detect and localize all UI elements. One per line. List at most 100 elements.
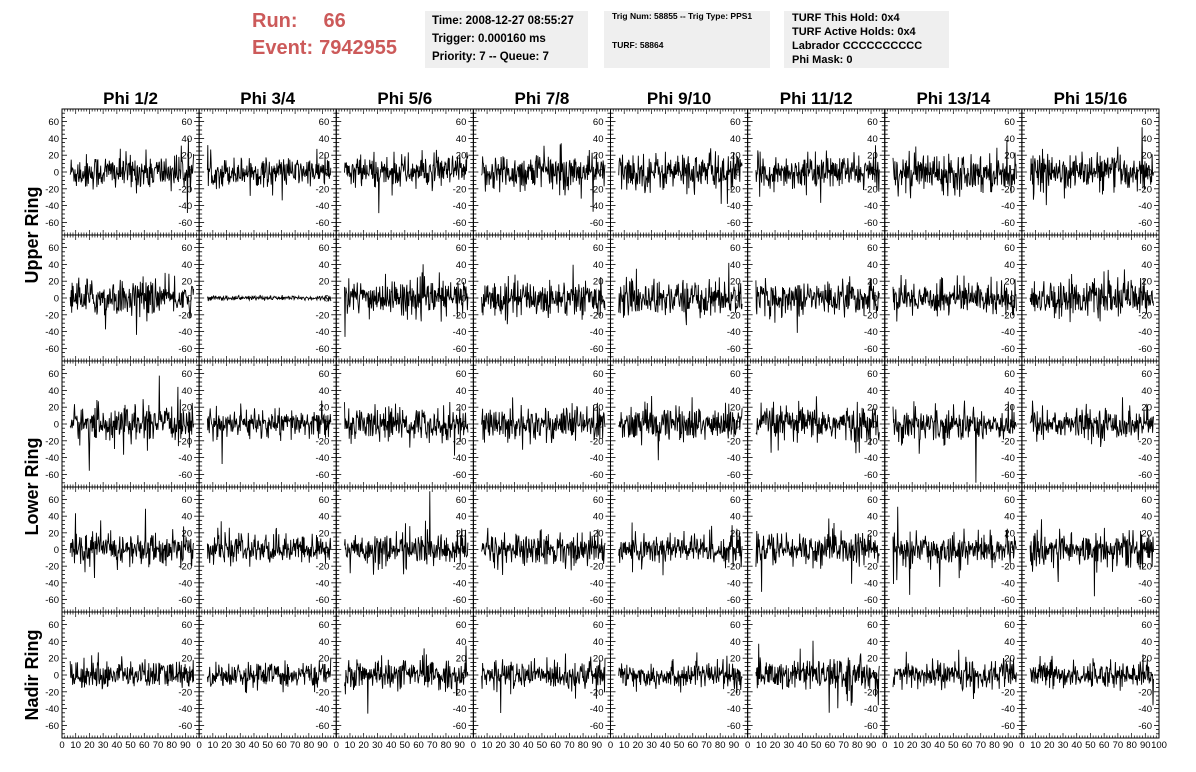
turf-info-box: TURF This Hold: 0x4 TURF Active Holds: 0… [784, 11, 949, 68]
y-tick-label: 20 [1004, 151, 1015, 162]
y-tick-label: 60 [730, 243, 741, 254]
y-tick-label: -40 [864, 201, 878, 212]
y-tick-label: -40 [178, 453, 192, 464]
y-tick-label: -40 [45, 327, 59, 338]
y-tick-label: -40 [45, 453, 59, 464]
y-tick-label: 20 [593, 277, 604, 288]
y-tick-label: -60 [590, 344, 604, 355]
waveform-trace [344, 401, 469, 456]
y-tick-label: -20 [453, 184, 467, 195]
y-tick-label: 20 [867, 277, 878, 288]
waveform-trace [206, 294, 332, 302]
y-tick-label: 40 [456, 134, 467, 145]
column-title: Phi 15/16 [1054, 89, 1128, 108]
y-tick-label: -40 [453, 327, 467, 338]
y-tick-label: 40 [1004, 134, 1015, 145]
y-tick-label: 60 [593, 117, 604, 128]
y-tick-label: -20 [316, 310, 330, 321]
y-tick-label: -60 [727, 218, 741, 229]
y-tick-label: -20 [453, 310, 467, 321]
y-tick-label: 40 [182, 134, 193, 145]
row-title: Nadir Ring [22, 629, 42, 720]
y-tick-label: 60 [48, 495, 59, 506]
y-tick-label: 20 [456, 277, 467, 288]
waveform-trace [206, 521, 332, 567]
y-tick-label: 20 [1004, 277, 1015, 288]
y-tick-label: 40 [182, 512, 193, 523]
y-tick-label: 0 [324, 545, 329, 556]
y-tick-label: 60 [1141, 369, 1152, 380]
priority-line: Priority: 7 -- Queue: 7 [432, 51, 549, 63]
y-tick-label: -40 [316, 201, 330, 212]
y-tick-label: 60 [730, 369, 741, 380]
waveform-trace [344, 264, 469, 337]
y-tick-label: -20 [1138, 184, 1152, 195]
y-tick-label: 20 [1004, 403, 1015, 414]
y-tick-label: 0 [187, 294, 192, 305]
y-tick-label: 20 [730, 403, 741, 414]
event-label: Event: [252, 37, 314, 59]
y-tick-label: -60 [45, 470, 59, 481]
y-tick-label: 40 [867, 386, 878, 397]
time-line: Time: 2008-12-27 08:55:27 [432, 15, 574, 27]
y-tick-label: 40 [730, 134, 741, 145]
y-tick-label: -60 [316, 218, 330, 229]
y-tick-label: 40 [867, 260, 878, 271]
y-tick-label: 40 [593, 260, 604, 271]
trig-num-line: Trig Num: 58855 -- Trig Type: PPS1 [612, 11, 753, 21]
y-tick-label: 60 [319, 495, 330, 506]
y-tick-label: 40 [48, 134, 59, 145]
y-tick-label: 40 [1004, 386, 1015, 397]
y-tick-label: -60 [590, 218, 604, 229]
y-tick-label: 60 [730, 495, 741, 506]
y-tick-label: 60 [456, 117, 467, 128]
waveform-trace [618, 395, 743, 461]
y-tick-label: -40 [590, 327, 604, 338]
y-tick-label: -60 [1001, 344, 1015, 355]
y-tick-label: 20 [867, 403, 878, 414]
waveform-trace [1029, 127, 1154, 206]
y-tick-label: -20 [727, 562, 741, 573]
y-tick-label: -60 [453, 344, 467, 355]
y-tick-label: 60 [1004, 243, 1015, 254]
y-tick-label: 40 [730, 386, 741, 397]
y-tick-label: 40 [1141, 386, 1152, 397]
y-tick-label: 60 [182, 495, 193, 506]
y-tick-label: -20 [316, 562, 330, 573]
waveform-trace [892, 139, 1017, 199]
waveform-trace [69, 508, 195, 579]
y-tick-label: -40 [590, 578, 604, 589]
y-tick-label: -40 [316, 327, 330, 338]
y-tick-label: -40 [590, 453, 604, 464]
y-tick-label: -40 [178, 327, 192, 338]
y-tick-label: 60 [867, 117, 878, 128]
y-tick-label: 20 [319, 403, 330, 414]
waveform-trace [481, 397, 606, 450]
y-tick-label: -60 [590, 595, 604, 606]
y-tick-label: -20 [178, 562, 192, 573]
y-tick-label: -40 [178, 578, 192, 589]
y-tick-label: 0 [1010, 168, 1015, 179]
y-tick-label: -60 [727, 344, 741, 355]
y-tick-label: -60 [178, 470, 192, 481]
y-tick-label: -40 [316, 453, 330, 464]
y-tick-label: -20 [864, 436, 878, 447]
y-tick-label: -20 [590, 562, 604, 573]
y-tick-label: -40 [1138, 327, 1152, 338]
y-tick-label: -20 [590, 310, 604, 321]
waveform-trace [755, 396, 880, 454]
y-tick-label: -40 [727, 453, 741, 464]
y-tick-label: 0 [735, 545, 740, 556]
y-tick-label: -20 [45, 184, 59, 195]
y-tick-label: 40 [1004, 260, 1015, 271]
